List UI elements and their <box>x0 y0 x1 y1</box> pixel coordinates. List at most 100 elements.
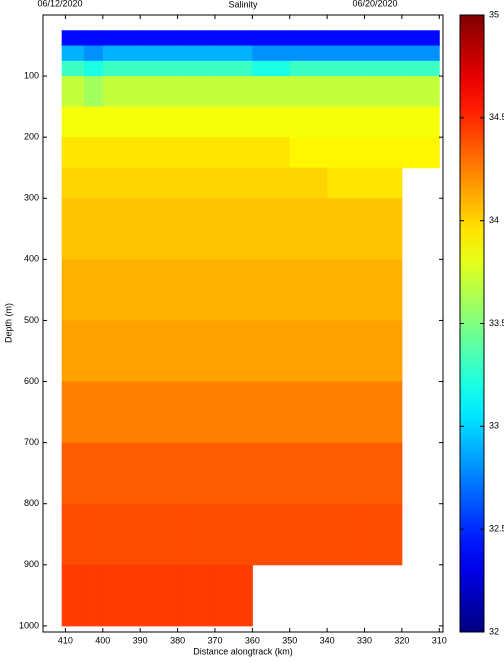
cell <box>102 137 141 169</box>
x-tick-label: 320 <box>394 635 409 645</box>
x-tick-label: 410 <box>58 635 73 645</box>
cell <box>84 106 104 138</box>
colorbar-tick-label: 33 <box>489 421 499 431</box>
cell <box>289 106 328 138</box>
cell <box>214 442 253 505</box>
cell <box>289 30 328 47</box>
cell <box>252 60 291 77</box>
cell <box>177 442 216 505</box>
x-tick-label: 340 <box>320 635 335 645</box>
x-axis-label: Distance alongtrack (km) <box>193 646 293 656</box>
cell <box>140 381 179 444</box>
y-tick-label: 700 <box>24 437 39 447</box>
cell <box>252 381 291 444</box>
cell <box>84 259 104 321</box>
cell <box>61 442 85 505</box>
cell <box>364 320 403 383</box>
y-tick-label: 900 <box>24 559 39 569</box>
cell <box>177 198 216 260</box>
y-tick-label: 300 <box>24 193 39 203</box>
cell <box>327 167 365 199</box>
y-tick-label: 1000 <box>19 620 39 630</box>
cell <box>289 45 328 62</box>
cell <box>102 45 141 62</box>
y-tick-label: 500 <box>24 315 39 325</box>
cell <box>327 60 365 77</box>
cell <box>401 60 440 77</box>
colorbar-tick-label: 32 <box>489 626 499 636</box>
cell <box>327 503 365 566</box>
cell <box>327 30 365 47</box>
cell <box>214 320 253 383</box>
cell <box>140 30 179 47</box>
cell <box>289 259 328 321</box>
cell <box>327 45 365 62</box>
cell <box>364 76 403 108</box>
cell <box>177 320 216 383</box>
cell <box>84 137 104 169</box>
x-tick-label: 390 <box>133 635 148 645</box>
x-tick-label: 310 <box>432 635 447 645</box>
cell <box>214 76 253 108</box>
cell <box>214 198 253 260</box>
y-tick-label: 600 <box>24 376 39 386</box>
cell <box>252 45 291 62</box>
cell <box>102 60 141 77</box>
cell <box>61 60 85 77</box>
x-tick-label: 380 <box>170 635 185 645</box>
cell <box>289 381 328 444</box>
cell <box>364 60 403 77</box>
cell <box>364 381 403 444</box>
cell <box>84 381 104 444</box>
cell <box>252 442 291 505</box>
cell <box>61 564 85 627</box>
cell <box>289 503 328 566</box>
cell <box>252 30 291 47</box>
y-tick-label: 800 <box>24 498 39 508</box>
cell <box>84 503 104 566</box>
cell <box>364 137 403 169</box>
cell <box>214 381 253 444</box>
cell <box>252 137 291 169</box>
cell <box>401 45 440 62</box>
y-axis-label: Depth (m) <box>3 303 13 343</box>
cell <box>84 76 104 108</box>
cell <box>84 198 104 260</box>
cell <box>177 60 216 77</box>
cell <box>177 76 216 108</box>
cell <box>364 45 403 62</box>
start-date: 06/12/2020 <box>37 0 82 8</box>
cell <box>140 106 179 138</box>
plot-frame <box>42 14 444 633</box>
cell <box>364 259 403 321</box>
cell <box>177 564 216 627</box>
cell <box>102 198 141 260</box>
cell <box>84 30 104 47</box>
cell <box>364 167 403 199</box>
cell <box>84 564 104 627</box>
cell <box>214 45 253 62</box>
cell <box>177 259 216 321</box>
colorbar-tick-label: 33.5 <box>489 318 504 328</box>
cell <box>289 76 328 108</box>
cell <box>61 137 85 169</box>
cell <box>102 106 141 138</box>
cell <box>177 137 216 169</box>
cell <box>61 76 85 108</box>
cell <box>289 60 328 77</box>
x-tick-label: 350 <box>282 635 297 645</box>
colorbar-tick-label: 32.5 <box>489 524 504 534</box>
cell <box>252 503 291 566</box>
cell <box>61 45 85 62</box>
cell <box>401 30 440 47</box>
cell <box>140 503 179 566</box>
cell <box>289 137 328 169</box>
cell <box>252 76 291 108</box>
cell <box>84 45 104 62</box>
cell <box>327 76 365 108</box>
cell <box>140 76 179 108</box>
cell <box>214 60 253 77</box>
cell <box>61 198 85 260</box>
cell <box>61 167 85 199</box>
